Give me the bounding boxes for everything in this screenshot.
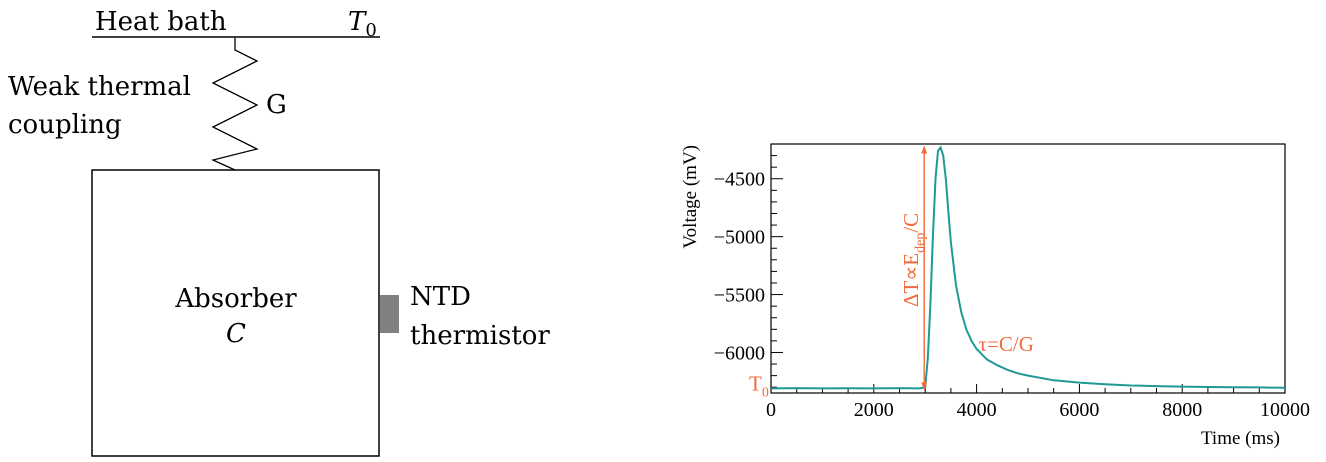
baseline-subscript: 0: [762, 385, 769, 400]
x-tick-label: 8000: [1162, 399, 1202, 421]
thermal-coupling-spring: [211, 38, 259, 171]
x-tick-label: 2000: [854, 399, 894, 421]
y-tick-label: −6000: [714, 342, 765, 364]
x-tick-label: 6000: [1059, 399, 1099, 421]
amplitude-arrowhead-top: [921, 145, 928, 154]
y-axis-ticks: −4500 −5000 −5500 −6000: [714, 143, 783, 388]
x-axis-label: Time (ms): [1201, 428, 1280, 449]
x-tick-label: 10000: [1260, 399, 1310, 421]
heat-bath-label: Heat bath: [95, 7, 227, 37]
ntd-thermistor-block: [380, 295, 399, 333]
bath-temperature-label: T0: [348, 7, 377, 41]
x-tick-label: 0: [766, 399, 776, 421]
absorber-heat-capacity: C: [226, 319, 246, 349]
conductance-label: G: [266, 90, 287, 120]
amplitude-suffix: /C: [899, 213, 923, 233]
amplitude-subscript: dep: [913, 233, 928, 253]
absorber-label: Absorber: [174, 284, 297, 314]
ntd-label-line2: thermistor: [410, 321, 550, 351]
x-tick-label: 4000: [957, 399, 997, 421]
ntd-label-line1: NTD: [410, 282, 471, 312]
baseline-temperature-annotation: T0: [749, 371, 769, 400]
y-tick-label: −4500: [714, 169, 765, 191]
bath-temperature-subscript: 0: [365, 20, 376, 41]
coupling-label-line1: Weak thermal: [8, 72, 191, 102]
y-tick-label: −5500: [714, 285, 765, 307]
amplitude-prefix: ΔT∝E: [899, 253, 923, 307]
x-axis-ticks: 0 2000 4000 6000 8000 10000: [766, 384, 1310, 421]
thermal-model-diagram: Heat bath T0 Weak thermal coupling G Abs…: [8, 7, 550, 457]
pulse-chart: 0 2000 4000 6000 8000 10000 −4500 −5000 −5500 −6…: [680, 143, 1310, 449]
absorber-box: [91, 169, 380, 457]
bath-temperature-symbol: T: [348, 7, 367, 37]
baseline-symbol: T: [749, 371, 762, 395]
amplitude-annotation: ΔT∝Edep/C: [899, 213, 928, 307]
y-axis-label: Voltage (mV): [680, 145, 701, 249]
y-tick-label: −5000: [714, 227, 765, 249]
coupling-label-line2: coupling: [8, 110, 122, 140]
voltage-trace-line: [770, 145, 1286, 390]
tau-annotation: τ=C/G: [979, 332, 1034, 356]
amplitude-arrowhead-bottom: [921, 382, 928, 391]
